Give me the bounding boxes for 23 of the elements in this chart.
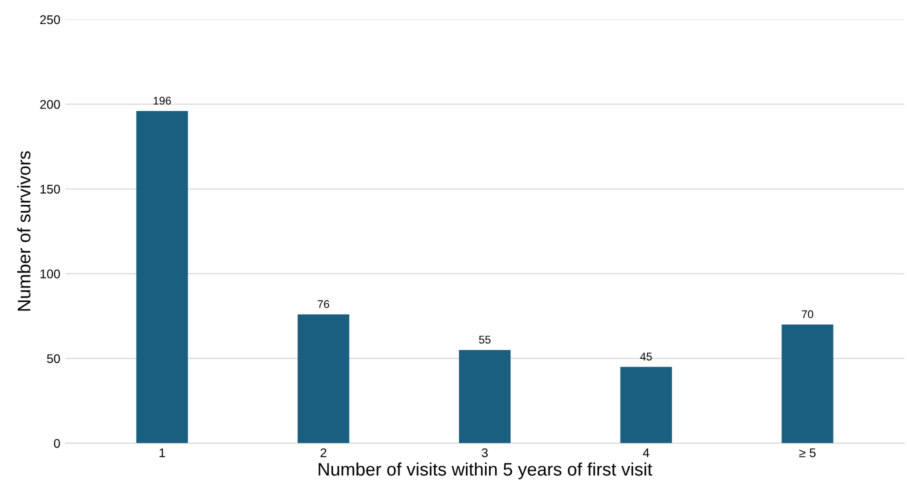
x-tick-label: 4 — [642, 448, 650, 458]
y-tick-label: 0 — [54, 438, 60, 448]
x-tick-label: 1 — [160, 448, 165, 458]
y-tick-label: 50 — [47, 354, 60, 364]
data-label: 70 — [802, 310, 814, 318]
bar — [782, 324, 834, 444]
y-axis-title: Number of survivors — [17, 151, 30, 311]
data-label: 55 — [479, 336, 491, 344]
bar — [136, 110, 188, 444]
x-tick-label: 2 — [320, 448, 326, 458]
y-tick-label: 200 — [40, 100, 60, 109]
y-tick-label: 100 — [40, 269, 60, 278]
data-label: 45 — [640, 352, 652, 361]
x-tick-label: 3 — [482, 448, 488, 458]
y-tick-label: 150 — [40, 184, 60, 194]
x-axis-title: Number of visits within 5 years of first visit — [318, 462, 652, 480]
y-tick-label: 250 — [40, 15, 60, 24]
data-label: 76 — [318, 300, 330, 308]
data-label: 196 — [154, 96, 171, 105]
bar — [620, 366, 672, 444]
bar — [298, 314, 350, 444]
x-tick-label: ≥ 5 — [799, 448, 816, 458]
bar — [458, 350, 511, 444]
